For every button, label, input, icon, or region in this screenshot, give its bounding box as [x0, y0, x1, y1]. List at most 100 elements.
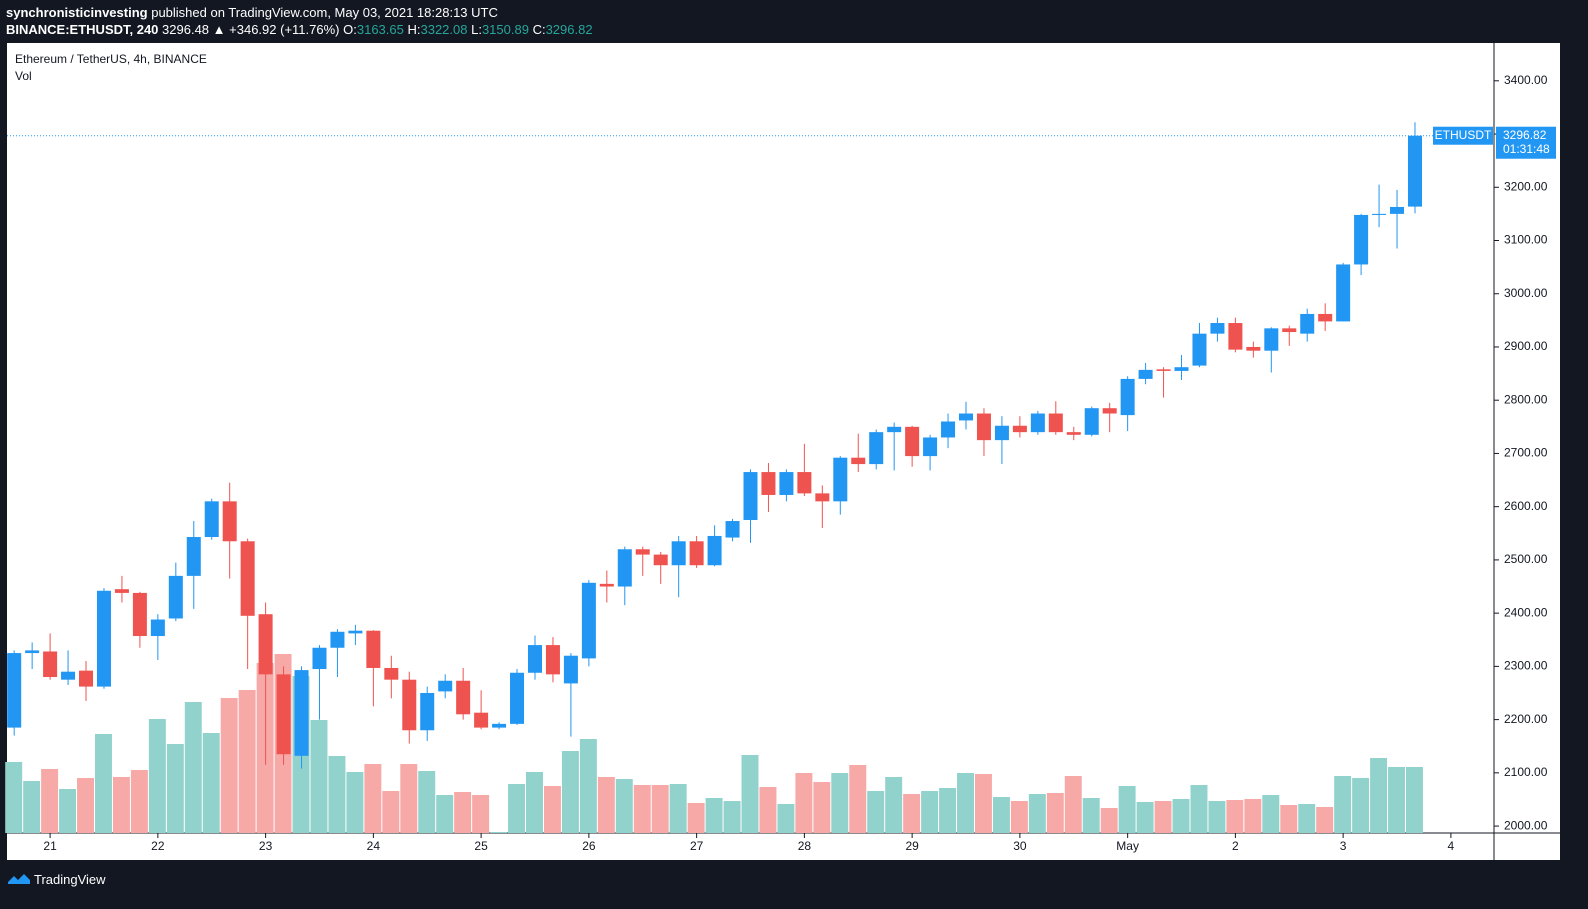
candle-body	[689, 541, 704, 566]
volume-bar	[1100, 808, 1118, 833]
candle-body	[186, 537, 201, 576]
candle-body	[976, 413, 991, 441]
volume-bar	[148, 719, 166, 833]
candle-body	[240, 541, 255, 616]
volume-bar	[615, 779, 633, 833]
candle-body	[61, 671, 76, 680]
chart-title: Ethereum / TetherUS, 4h, BINANCE	[15, 52, 207, 66]
volume-bar	[436, 795, 454, 833]
x-tick-label: 24	[367, 839, 381, 853]
volume-bar	[310, 720, 328, 833]
candle-body	[1246, 346, 1261, 351]
logo	[8, 874, 30, 884]
volume-bar	[41, 769, 59, 833]
candle-body	[599, 583, 614, 587]
volume-bar	[543, 786, 561, 833]
volume-bar	[1334, 776, 1352, 833]
candle-body	[887, 426, 902, 433]
volume-bar	[579, 739, 597, 833]
candle-body	[743, 472, 758, 520]
header: synchronisticinvesting published on Trad…	[6, 4, 593, 38]
candle-body	[1354, 214, 1369, 265]
volume-bar	[508, 784, 526, 833]
volume-bar	[1028, 794, 1046, 833]
volume-bar	[957, 773, 974, 833]
change: ▲ +346.92 (+11.76%)	[212, 22, 340, 37]
y-tick-label: 3300.00	[1504, 126, 1548, 140]
candle-body	[348, 630, 363, 634]
y-tick-label: 2500.00	[1504, 552, 1548, 566]
volume-bar	[1046, 793, 1064, 833]
volume-bar	[130, 770, 148, 833]
countdown-label: 01:31:48	[1503, 142, 1550, 156]
candle-body	[653, 554, 668, 566]
volume-bar	[1082, 798, 1100, 833]
volume-bar	[382, 791, 400, 833]
candle-body	[1066, 432, 1081, 435]
volume-bar	[418, 771, 436, 833]
h-label: H:	[407, 22, 421, 37]
symbol-tag	[1433, 126, 1493, 145]
volume-bar	[1118, 786, 1136, 833]
brand: TradingView	[34, 872, 106, 887]
candle-body	[204, 501, 219, 538]
volume-bar	[454, 792, 472, 833]
y-tick-label: 2300.00	[1504, 659, 1548, 673]
volume-bar	[1226, 800, 1244, 833]
volume-bar	[992, 797, 1010, 833]
volume-bar	[939, 788, 957, 833]
volume-bar	[1298, 804, 1316, 833]
candle-body	[617, 549, 632, 587]
candle-body	[1012, 425, 1027, 433]
published: published on TradingView.com, May 03, 20…	[151, 5, 498, 20]
volume-bar	[687, 803, 705, 833]
volume-bar	[23, 781, 41, 833]
volume-bar	[346, 772, 364, 833]
candle-body	[1336, 264, 1351, 322]
symbol-tag-label: ETHUSDT	[1435, 128, 1492, 142]
candle-body	[1318, 313, 1333, 322]
candle-body	[725, 521, 740, 538]
y-tick-label: 3000.00	[1504, 286, 1548, 300]
symbol: BINANCE:ETHUSDT, 240	[6, 22, 159, 37]
x-tick-label: 25	[474, 839, 488, 853]
volume-bar	[1262, 795, 1280, 833]
y-tick-label: 2000.00	[1504, 818, 1548, 832]
candle-body	[456, 680, 471, 715]
candle-body	[312, 647, 327, 670]
candle-body	[761, 472, 776, 495]
y-tick-label: 2900.00	[1504, 339, 1548, 353]
candle-body	[905, 426, 920, 457]
y-tick-label: 3400.00	[1504, 73, 1548, 87]
volume-bar	[1370, 758, 1388, 833]
volume-bar	[1154, 801, 1172, 833]
volume-bar	[921, 791, 939, 833]
candle-body	[545, 645, 560, 675]
publish-line: synchronisticinvesting published on Trad…	[6, 4, 593, 21]
x-tick-label: 2	[1232, 839, 1239, 853]
volume-bar	[633, 785, 651, 833]
candle-body	[779, 472, 794, 495]
volume-bar	[974, 774, 992, 833]
candle-body	[1174, 367, 1189, 371]
volume-bar	[1190, 785, 1208, 833]
x-tick-label: 4	[1448, 839, 1455, 853]
volume-bar	[328, 756, 346, 833]
volume-bar	[561, 751, 579, 833]
candle-body	[384, 667, 399, 680]
y-tick-label: 2600.00	[1504, 499, 1548, 513]
volume-bar	[651, 785, 669, 833]
candle-body	[330, 631, 345, 648]
x-tick-label: 3	[1340, 839, 1347, 853]
close: 3296.82	[545, 22, 593, 37]
volume-bar	[1064, 776, 1082, 833]
candle-body	[1102, 408, 1117, 414]
candle-body	[474, 712, 489, 728]
volume-bar	[669, 784, 687, 833]
last: 3296.48	[162, 22, 210, 37]
volume-bar	[112, 777, 130, 833]
volume-bar	[1316, 807, 1334, 833]
volume-bar	[292, 676, 310, 833]
